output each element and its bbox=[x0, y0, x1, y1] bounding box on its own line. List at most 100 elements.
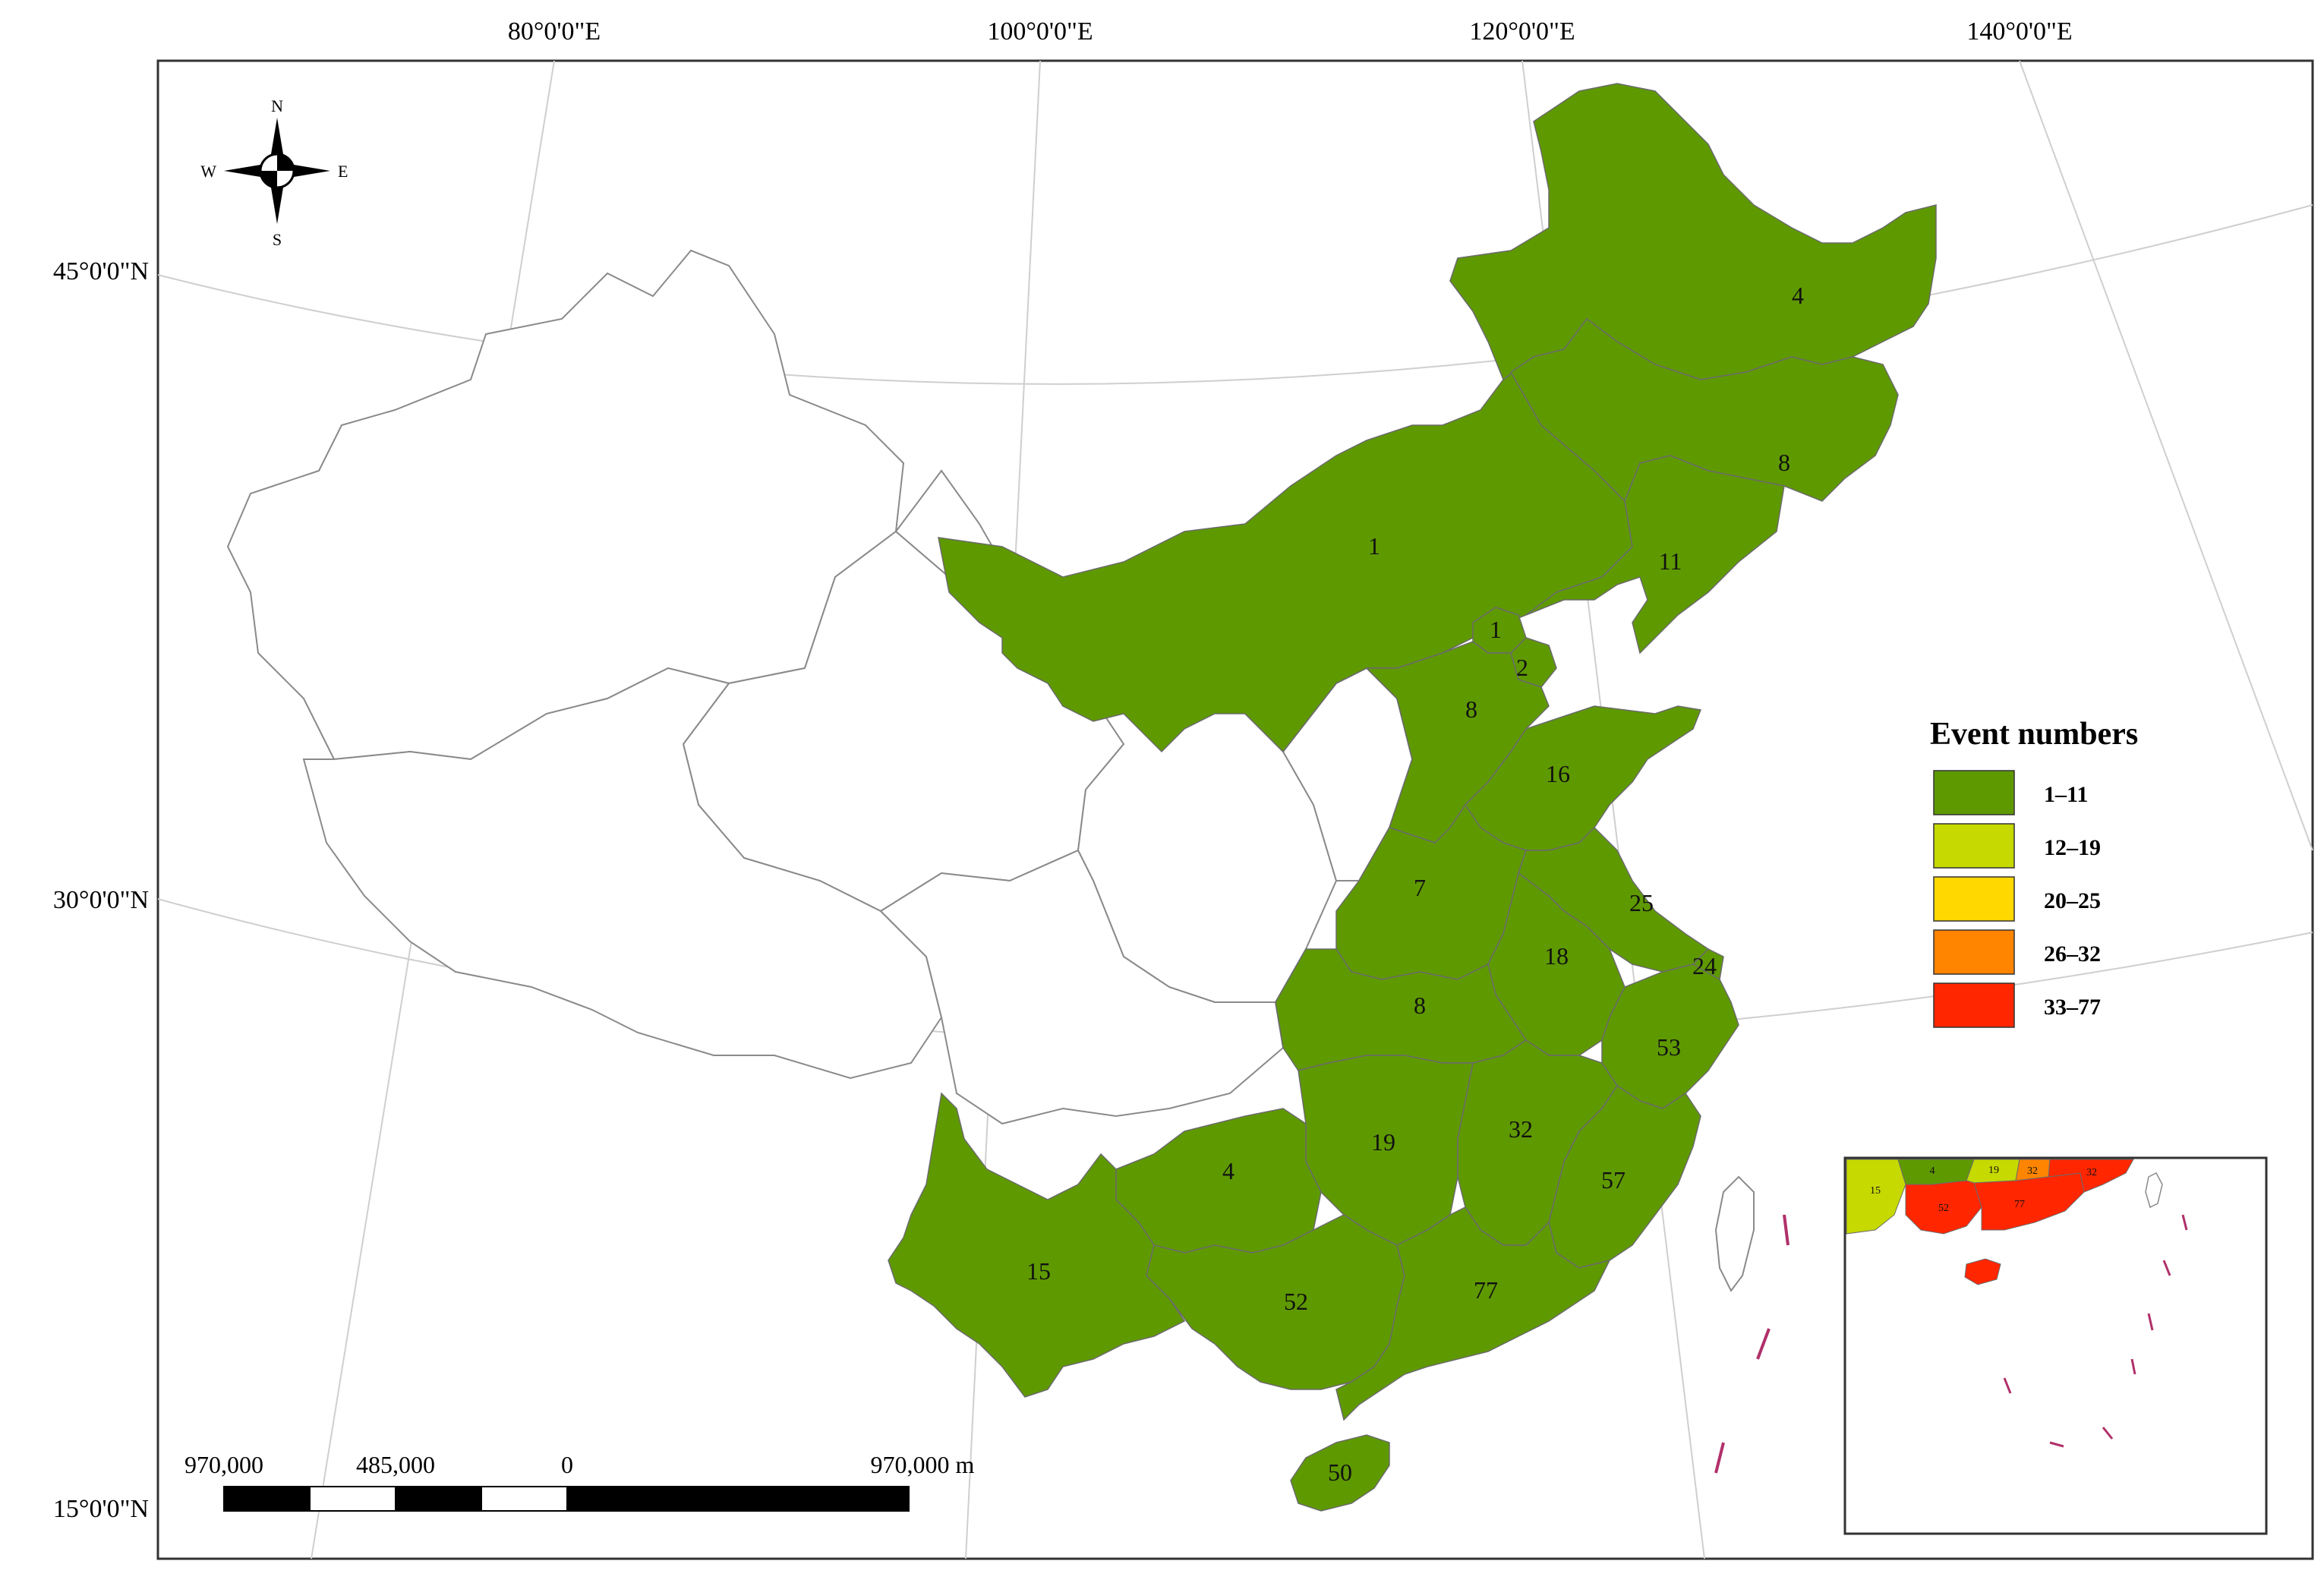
region-label-guizhou: 4 bbox=[1222, 1157, 1235, 1184]
region-label-guangxi: 52 bbox=[1284, 1288, 1308, 1315]
lon-label: 140°0'0"E bbox=[1966, 17, 2072, 46]
legend-item: 26–32 bbox=[1933, 929, 2101, 975]
compass-quadrant-ne bbox=[277, 154, 294, 171]
region-label-liaoning: 11 bbox=[1659, 547, 1682, 575]
scale-bar-segment bbox=[395, 1486, 482, 1512]
scale-bar-label: 485,000 bbox=[356, 1451, 435, 1478]
lon-label: 100°0'0"E bbox=[987, 17, 1093, 46]
inset-dash-line bbox=[2003, 1214, 2188, 1448]
scale-bar-segment bbox=[481, 1486, 568, 1512]
region-label-henan: 7 bbox=[1414, 874, 1426, 901]
region-labels: 4 8 11 1 1 2 8 16 7 25 24 18 8 53 19 32 … bbox=[1026, 282, 1804, 1486]
region-label-tianjin: 2 bbox=[1516, 654, 1528, 681]
inset-hainan bbox=[1964, 1258, 2001, 1285]
legend-label: 20–25 bbox=[2044, 888, 2101, 913]
inset-label: 15 bbox=[1870, 1185, 1881, 1197]
region-label-fujian: 57 bbox=[1601, 1166, 1626, 1194]
scale-bar-segment bbox=[223, 1486, 311, 1512]
legend-swatch bbox=[1933, 823, 2015, 869]
legend-swatch bbox=[1933, 876, 2015, 922]
inset-dash bbox=[2181, 1214, 2188, 1231]
region-label-shanghai: 24 bbox=[1692, 952, 1717, 979]
compass-label-w: W bbox=[200, 162, 216, 181]
inset-dash bbox=[2147, 1313, 2154, 1331]
legend-swatch bbox=[1933, 929, 2015, 975]
compass-quadrant-sw bbox=[260, 171, 277, 188]
inset-region bbox=[1897, 1159, 1975, 1185]
graticule-lat-45 bbox=[157, 204, 2313, 385]
region-taiwan bbox=[1714, 1175, 1755, 1292]
inset-label: 4 bbox=[1930, 1165, 1935, 1177]
inset-dash bbox=[2003, 1377, 2012, 1394]
inset-dash bbox=[2102, 1427, 2114, 1440]
legend-label: 12–19 bbox=[2044, 835, 2101, 860]
region-fujian bbox=[1548, 1084, 1701, 1269]
scale-bar-segment bbox=[309, 1486, 396, 1512]
inset-dash bbox=[2049, 1441, 2064, 1448]
region-label-yunnan: 15 bbox=[1026, 1257, 1051, 1285]
compass-label-e: E bbox=[338, 162, 348, 181]
dash-segment bbox=[1714, 1442, 1725, 1474]
region-label-heilongjiang: 4 bbox=[1792, 282, 1804, 309]
lon-label: 120°0'0"E bbox=[1469, 17, 1575, 46]
scale-bar-label: 0 bbox=[561, 1451, 573, 1478]
region-label-shandong: 16 bbox=[1546, 760, 1570, 787]
region-label-inner-mongolia: 1 bbox=[1368, 532, 1380, 560]
choropleth-regions bbox=[888, 83, 1937, 1512]
inset-label: 52 bbox=[1938, 1203, 1949, 1214]
north-arrow: N S E W bbox=[200, 96, 348, 249]
compass-label-s: S bbox=[273, 230, 282, 249]
region-yunnan bbox=[888, 1092, 1186, 1398]
inset-region bbox=[2048, 1159, 2134, 1193]
lat-label: 30°0'0"N bbox=[53, 886, 149, 914]
inset-taiwan bbox=[2145, 1172, 2163, 1209]
inset-dash bbox=[2162, 1260, 2171, 1276]
scale-bar-label: 970,000 m bbox=[871, 1451, 975, 1478]
lon-label: 80°0'0"E bbox=[508, 17, 601, 46]
legend-title: Event numbers bbox=[1930, 717, 2138, 752]
nine-dash-line bbox=[1714, 1214, 1790, 1474]
legend-item: 33–77 bbox=[1933, 982, 2101, 1028]
legend-label: 33–77 bbox=[2044, 995, 2101, 1020]
inset-dash bbox=[2130, 1358, 2136, 1375]
region-liaoning bbox=[1525, 455, 1785, 654]
lat-label: 15°0'0"N bbox=[53, 1495, 149, 1523]
compass-label-n: N bbox=[271, 96, 283, 115]
region-label-jiangxi: 32 bbox=[1509, 1115, 1533, 1143]
inset-label: 32 bbox=[2086, 1167, 2097, 1178]
legend-swatch bbox=[1933, 770, 2015, 815]
inset-label: 32 bbox=[2027, 1165, 2038, 1177]
region-label-jiangsu: 25 bbox=[1629, 889, 1654, 916]
region-label-jilin: 8 bbox=[1778, 449, 1790, 476]
inset-region bbox=[1905, 1180, 1982, 1235]
region-label-zhejiang: 53 bbox=[1657, 1033, 1681, 1061]
legend-label: 26–32 bbox=[2044, 941, 2101, 967]
legend: Event numbers 1–11 12–19 20–25 26–32 33–… bbox=[1930, 717, 2138, 1028]
region-label-guangdong: 77 bbox=[1474, 1276, 1498, 1304]
scale-bar-label: 970,000 bbox=[184, 1451, 263, 1478]
legend-item: 12–19 bbox=[1933, 823, 2101, 869]
scale-bar-segment bbox=[566, 1486, 910, 1512]
region-label-anhui: 18 bbox=[1544, 942, 1569, 970]
region-hainan bbox=[1290, 1434, 1390, 1512]
scale-bar: 970,000 485,000 0 970,000 m bbox=[184, 1451, 975, 1512]
dash-segment bbox=[1783, 1214, 1790, 1246]
legend-item: 20–25 bbox=[1933, 876, 2101, 922]
region-zhejiang bbox=[1601, 963, 1739, 1109]
region-label-hebei: 8 bbox=[1465, 695, 1477, 723]
dash-segment bbox=[1756, 1328, 1771, 1360]
region-label-hainan: 50 bbox=[1328, 1459, 1352, 1486]
lat-label: 45°0'0"N bbox=[53, 257, 149, 285]
inset-label: 77 bbox=[2014, 1199, 2025, 1210]
inset-map: 15 4 19 32 32 52 77 bbox=[1843, 1156, 2268, 1535]
region-label-hunan: 19 bbox=[1371, 1128, 1395, 1156]
legend-item: 1–11 bbox=[1933, 770, 2088, 815]
inset-region bbox=[1973, 1172, 2085, 1231]
legend-swatch bbox=[1933, 982, 2015, 1028]
region-guangdong bbox=[1335, 1206, 1611, 1421]
inset-label: 19 bbox=[1988, 1165, 1999, 1176]
legend-label: 1–11 bbox=[2044, 782, 2088, 807]
inset-labels: 15 4 19 32 32 52 77 bbox=[1870, 1165, 2097, 1214]
region-label-hubei: 8 bbox=[1414, 992, 1426, 1019]
